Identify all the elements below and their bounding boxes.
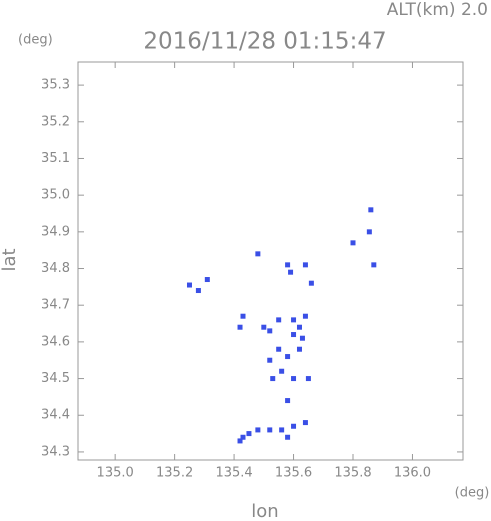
echo-point — [366, 229, 372, 235]
x-tick-label: 135.8 — [334, 466, 371, 481]
echo-point — [276, 346, 282, 352]
subtitle: ALT(km) 2.0 — [387, 0, 488, 20]
x-tick-label: 135.0 — [97, 466, 134, 481]
echo-point — [186, 282, 192, 288]
y-tick-label: 34.8 — [41, 261, 70, 276]
echo-point — [195, 288, 201, 294]
echo-point — [368, 207, 374, 213]
plot-frame — [77, 61, 464, 461]
echo-point — [285, 434, 291, 440]
y-tick-label: 35.3 — [41, 78, 70, 93]
echo-point — [288, 269, 294, 275]
y-tick-label: 35.0 — [41, 188, 70, 203]
y-tick-label: 34.3 — [41, 444, 70, 459]
echo-point — [270, 376, 276, 382]
echo-point — [237, 324, 243, 330]
echo-point — [279, 368, 285, 374]
echo-point — [255, 251, 261, 257]
x-tick-label: 135.2 — [156, 466, 193, 481]
y-axis-label: lat — [0, 248, 20, 271]
y-tick-label: 35.2 — [41, 114, 70, 129]
echo-point — [291, 376, 297, 382]
echo-point — [299, 335, 305, 341]
y-tick-label: 34.7 — [41, 298, 70, 313]
echo-point — [285, 354, 291, 360]
y-tick-label: 34.4 — [41, 408, 70, 423]
echo-point — [276, 317, 282, 323]
echo-point — [296, 346, 302, 352]
x-tick-label: 136.0 — [394, 466, 431, 481]
echo-point — [261, 324, 267, 330]
echo-point — [255, 427, 261, 433]
y-tick-label: 35.1 — [41, 151, 70, 166]
echo-point — [302, 420, 308, 426]
echo-point — [291, 423, 297, 429]
y-tick-label: 34.5 — [41, 371, 70, 386]
x-tick-label: 135.4 — [215, 466, 252, 481]
echo-point — [267, 357, 273, 363]
y-unit: (deg) — [18, 33, 53, 48]
x-axis-label: lon — [251, 501, 278, 521]
chart-title: 2016/11/28 01:15:47 — [143, 29, 386, 55]
echo-point — [285, 398, 291, 404]
echo-point — [267, 328, 273, 334]
echo-point — [302, 262, 308, 268]
echo-point — [296, 324, 302, 330]
x-unit: (deg) — [455, 486, 490, 501]
echo-point — [308, 280, 314, 286]
echo-point — [204, 277, 210, 283]
echo-point — [237, 438, 243, 444]
echo-point — [350, 240, 356, 246]
echo-point — [302, 313, 308, 319]
echo-point — [305, 376, 311, 382]
echo-point — [246, 431, 252, 437]
y-tick-label: 34.9 — [41, 224, 70, 239]
x-tick-label: 135.6 — [275, 466, 312, 481]
echo-point — [291, 317, 297, 323]
echo-point — [267, 427, 273, 433]
echo-point — [240, 434, 246, 440]
y-tick-label: 34.6 — [41, 334, 70, 349]
echo-point — [371, 262, 377, 268]
echo-point — [291, 332, 297, 338]
echo-point — [279, 427, 285, 433]
echo-point — [240, 313, 246, 319]
echo-point — [285, 262, 291, 268]
